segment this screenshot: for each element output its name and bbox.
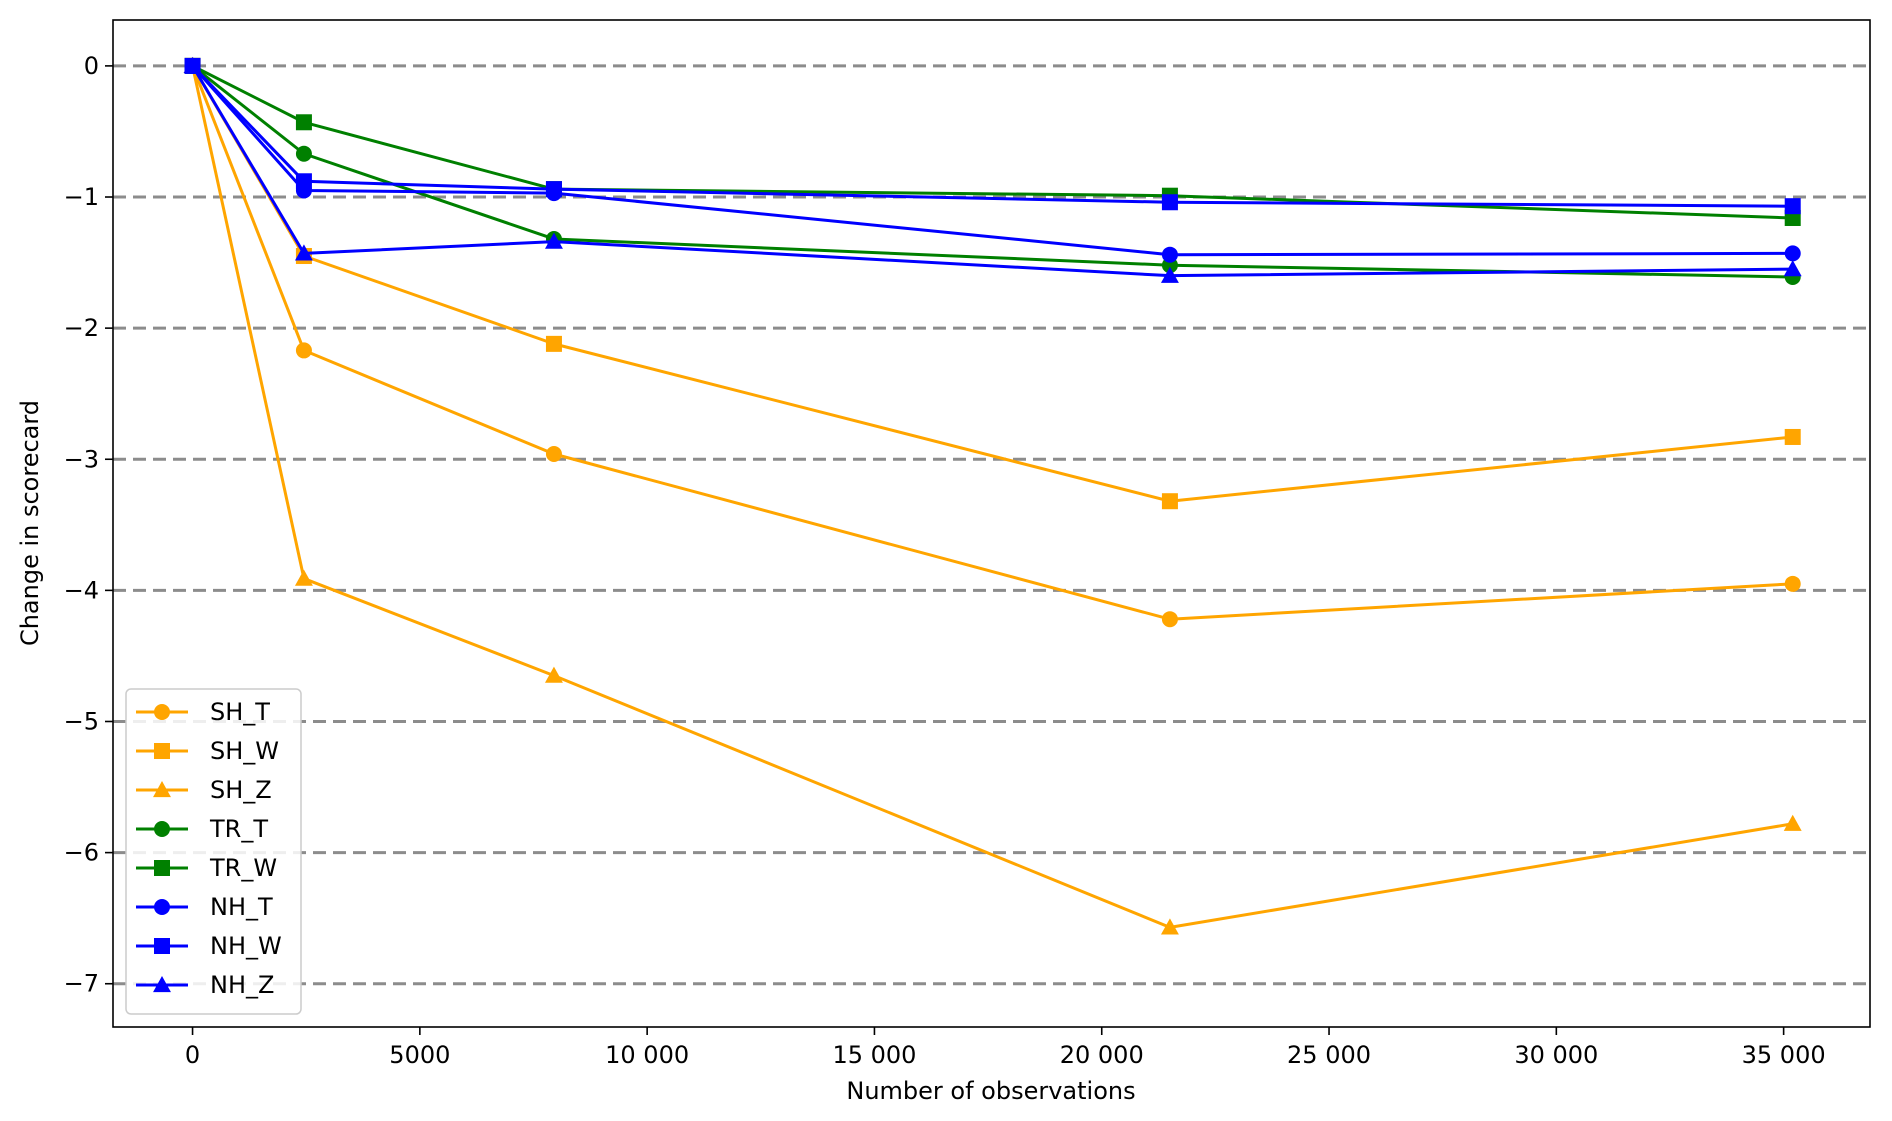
data-point-triangle-marker bbox=[294, 244, 313, 261]
legend-label: SH_Z bbox=[210, 776, 272, 804]
axis-ticks: 0 −1 −2 −3 −4 −5 −6 −7 0 5000 10 000 15 000 20 000 25… bbox=[64, 52, 1826, 1069]
legend-item: NH_Z bbox=[136, 971, 274, 999]
y-tick-label: −3 bbox=[64, 445, 99, 473]
y-tick-label: −5 bbox=[64, 707, 99, 735]
data-point-square-marker bbox=[545, 181, 562, 198]
legend-circle-marker bbox=[154, 821, 170, 837]
x-tick-label: 5000 bbox=[389, 1041, 450, 1069]
data-point-triangle-marker bbox=[1783, 260, 1802, 277]
x-tick-label: 20 000 bbox=[1060, 1041, 1144, 1069]
legend-triangle-marker bbox=[153, 781, 171, 798]
series-group bbox=[183, 56, 1802, 935]
y-tick-label: −4 bbox=[64, 576, 99, 604]
legend-item: SH_W bbox=[136, 737, 279, 765]
legend-box bbox=[125, 688, 302, 1015]
legend-label: SH_T bbox=[210, 698, 270, 726]
data-point-triangle-marker bbox=[1783, 814, 1802, 831]
x-tick-label: 15 000 bbox=[832, 1041, 916, 1069]
x-tick-label: 25 000 bbox=[1287, 1041, 1371, 1069]
legend-item: TR_T bbox=[136, 815, 268, 843]
legend-square-marker bbox=[154, 860, 170, 876]
legend-square-marker bbox=[154, 743, 170, 759]
data-point-triangle-marker bbox=[544, 666, 563, 683]
legend-circle-marker bbox=[154, 704, 170, 720]
x-tick-label: 10 000 bbox=[605, 1041, 689, 1069]
data-point-triangle-marker bbox=[294, 569, 313, 586]
legend: SH_T SH_W SH_Z TR_T TR_W NH_T NH_W NH_Z bbox=[125, 688, 302, 1015]
data-point-square-marker bbox=[1161, 194, 1178, 211]
data-point-circle-marker bbox=[1784, 575, 1801, 592]
data-point-circle-marker bbox=[1784, 245, 1801, 262]
legend-label: NH_W bbox=[210, 932, 282, 960]
legend-square-marker bbox=[154, 938, 170, 954]
legend-item: TR_W bbox=[136, 854, 277, 882]
legend-label: TR_T bbox=[209, 815, 268, 843]
legend-item: SH_T bbox=[136, 698, 270, 726]
data-point-circle-marker bbox=[295, 342, 312, 359]
legend-label: SH_W bbox=[210, 737, 279, 765]
data-point-square-marker bbox=[545, 335, 562, 352]
data-point-triangle-marker bbox=[1160, 266, 1179, 283]
legend-circle-marker bbox=[154, 899, 170, 915]
x-axis-label: Number of observations bbox=[846, 1077, 1135, 1105]
data-point-square-marker bbox=[295, 173, 312, 190]
data-point-circle-marker bbox=[295, 145, 312, 162]
x-tick-label: 30 000 bbox=[1514, 1041, 1598, 1069]
x-tick-label: 0 bbox=[185, 1041, 200, 1069]
data-point-circle-marker bbox=[1161, 611, 1178, 628]
series-nh-z bbox=[183, 56, 1802, 283]
plot-frame bbox=[112, 19, 1871, 1028]
x-tick-label: 35 000 bbox=[1742, 1041, 1826, 1069]
data-point-triangle-marker bbox=[183, 56, 202, 74]
legend-triangle-marker bbox=[153, 976, 171, 993]
data-point-circle-marker bbox=[1161, 246, 1178, 263]
y-tick-label: 0 bbox=[84, 52, 99, 80]
legend-item: NH_W bbox=[136, 932, 282, 960]
data-point-triangle-marker bbox=[1160, 918, 1179, 935]
legend-item: SH_Z bbox=[136, 776, 272, 804]
legend-label: NH_T bbox=[210, 893, 273, 921]
data-point-triangle-marker bbox=[544, 232, 563, 249]
y-tick-label: −7 bbox=[64, 970, 99, 998]
y-tick-label: −1 bbox=[64, 183, 99, 211]
data-point-square-marker bbox=[1784, 428, 1801, 445]
data-point-square-marker bbox=[1161, 493, 1178, 510]
data-point-square-marker bbox=[1784, 198, 1801, 215]
data-point-square-marker bbox=[295, 114, 312, 131]
y-tick-label: −6 bbox=[64, 839, 99, 867]
legend-label: TR_W bbox=[209, 854, 277, 882]
legend-item: NH_T bbox=[136, 893, 273, 921]
legend-label: NH_Z bbox=[210, 971, 274, 999]
data-point-circle-marker bbox=[545, 446, 562, 463]
y-tick-label: −2 bbox=[64, 314, 99, 342]
y-axis-label: Change in scorecard bbox=[16, 400, 44, 646]
